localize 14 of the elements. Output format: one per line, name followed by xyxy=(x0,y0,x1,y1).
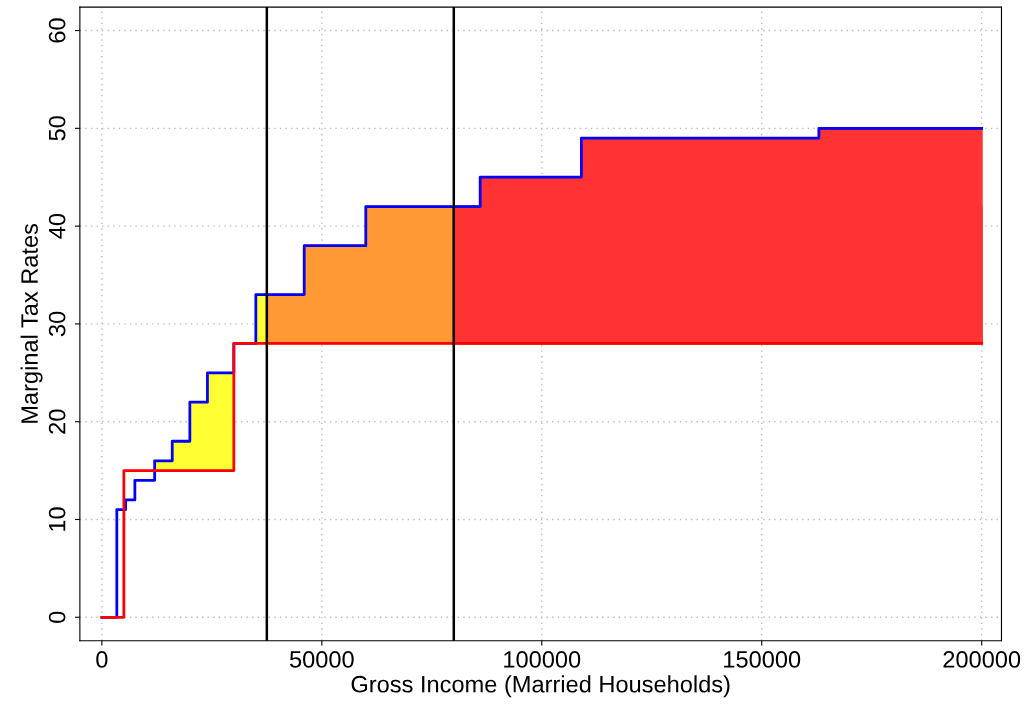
y-tick-label: 30 xyxy=(48,311,66,337)
x-tick-label: 0 xyxy=(96,651,108,668)
x-tick-label: 200000 xyxy=(943,651,1021,668)
x-tick-label: 50000 xyxy=(289,651,354,668)
y-tick-label: 50 xyxy=(48,116,66,141)
y-tick-label: 60 xyxy=(48,18,66,43)
x-axis-title: Gross Income (Married Households) xyxy=(351,675,730,698)
y-tick-label: 10 xyxy=(48,507,66,531)
y-tick-label: 20 xyxy=(48,409,66,434)
y-axis-title: Marginal Tax Rates xyxy=(20,223,43,423)
y-tick-label: 40 xyxy=(48,213,66,239)
y-tick-label: 0 xyxy=(48,611,66,623)
x-tick-label: 100000 xyxy=(504,651,581,668)
x-tick-label: 150000 xyxy=(724,651,801,668)
